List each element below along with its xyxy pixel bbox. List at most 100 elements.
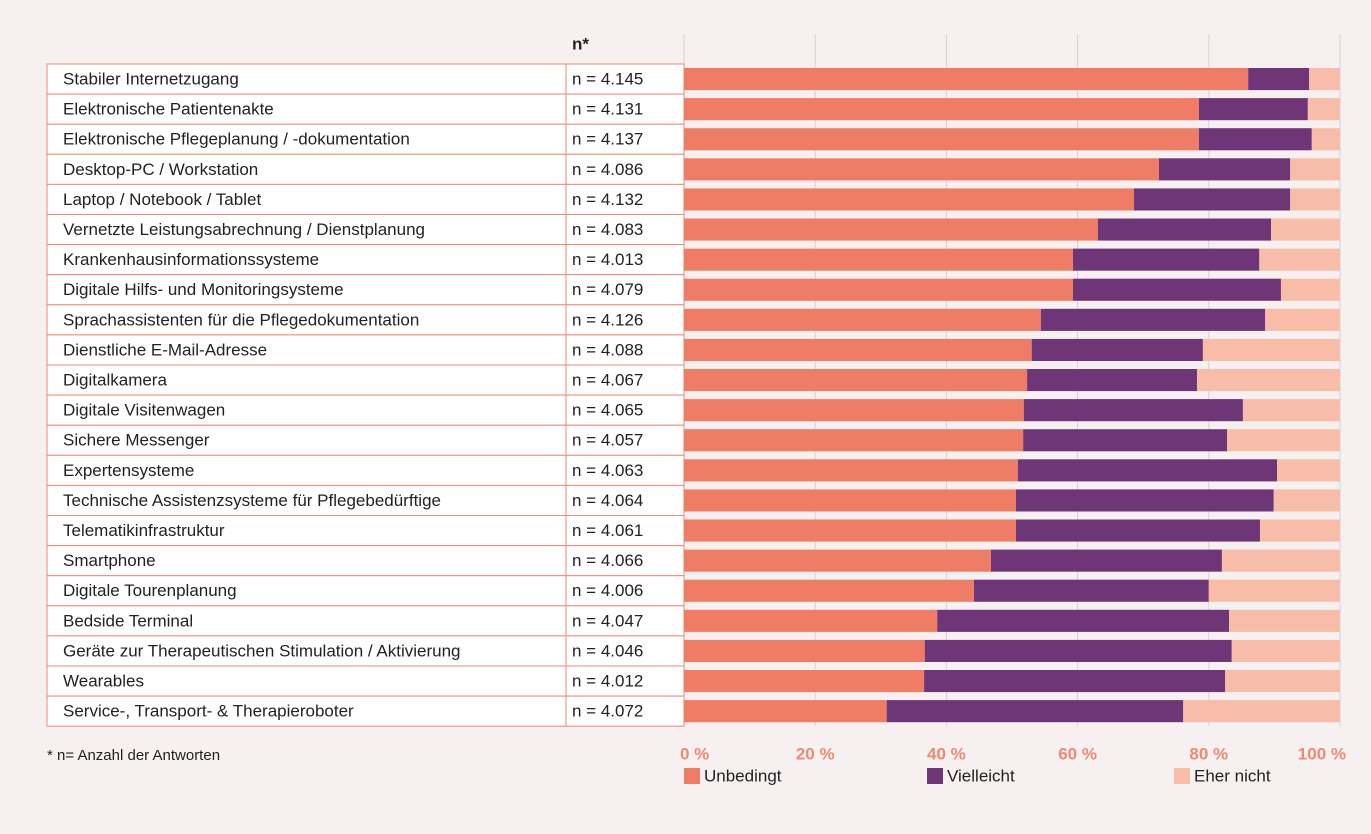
bar-segment xyxy=(1271,218,1340,241)
bar-segment xyxy=(1198,128,1312,151)
category-label: Elektronische Pflegeplanung / -dokumenta… xyxy=(63,130,410,149)
category-label: Digitalkamera xyxy=(63,371,167,390)
legend-label: Eher nicht xyxy=(1194,766,1271,785)
n-label: n = 4.145 xyxy=(572,70,643,89)
bar-segment xyxy=(1229,609,1340,632)
n-label: n = 4.131 xyxy=(572,100,643,119)
category-label: Dienstliche E-Mail-Adresse xyxy=(63,340,267,359)
bar-segment xyxy=(684,158,1159,181)
table-cell xyxy=(46,274,567,306)
bar-segment xyxy=(1198,98,1308,121)
bar-segment xyxy=(1073,248,1260,271)
bar-segment xyxy=(1017,459,1278,482)
x-tick-label: 20 % xyxy=(796,745,835,764)
table-cell xyxy=(46,244,567,276)
category-label: Smartphone xyxy=(63,551,156,570)
table-cell xyxy=(46,515,567,547)
n-label: n = 4.064 xyxy=(572,491,643,510)
x-tick-label: 0 % xyxy=(680,745,709,764)
bar-segment xyxy=(684,128,1199,151)
bar-segment xyxy=(1290,158,1340,181)
n-label: n = 4.046 xyxy=(572,641,643,660)
bar-segment xyxy=(1196,369,1340,392)
bar-segment xyxy=(684,188,1135,211)
footnote: * n= Anzahl der Antworten xyxy=(47,747,220,764)
category-label: Digitale Hilfs- und Monitoringsysteme xyxy=(63,280,344,299)
table-cell xyxy=(46,454,567,486)
x-tick-label: 40 % xyxy=(927,745,966,764)
bar-segment xyxy=(1242,399,1340,422)
bar-segment xyxy=(1221,549,1340,572)
bar-segment xyxy=(1015,489,1274,512)
bar-segment xyxy=(1097,218,1272,241)
bar-segment xyxy=(1248,68,1310,91)
bar-segment xyxy=(1273,489,1340,512)
bar-segment xyxy=(1015,519,1260,542)
n-label: n = 4.086 xyxy=(572,160,643,179)
bar-segment xyxy=(684,639,925,662)
legend-swatch xyxy=(927,768,943,784)
bar-segment xyxy=(1259,248,1340,271)
n-label: n = 4.065 xyxy=(572,401,643,420)
bar-segment xyxy=(1231,639,1340,662)
bar-segment xyxy=(1259,519,1340,542)
n-label: n = 4.088 xyxy=(572,340,643,359)
n-label: n = 4.079 xyxy=(572,280,643,299)
bar-segment xyxy=(684,278,1074,301)
bar-segment xyxy=(684,609,938,632)
table-cell xyxy=(565,123,685,155)
table-cell xyxy=(565,304,685,336)
bar-segment xyxy=(1208,579,1340,602)
category-label: Expertensysteme xyxy=(63,461,194,480)
bar-segment xyxy=(1311,128,1340,151)
category-label: Krankenhausinformationssysteme xyxy=(63,250,319,269)
bar-segment xyxy=(684,98,1199,121)
bar-segment xyxy=(684,399,1024,422)
bar-segment xyxy=(1023,429,1228,452)
bar-segment xyxy=(1134,188,1291,211)
bar-segment xyxy=(924,639,1232,662)
table-cell xyxy=(565,274,685,306)
category-label: Sichere Messenger xyxy=(63,431,210,450)
bar-segment xyxy=(1031,338,1203,361)
table-cell xyxy=(46,364,567,396)
n-label: n = 4.047 xyxy=(572,611,643,630)
table-cell xyxy=(46,304,567,336)
table-cell xyxy=(46,545,567,577)
bar-segment xyxy=(684,670,925,693)
bar-segment xyxy=(1225,670,1340,693)
n-label: n = 4.067 xyxy=(572,371,643,390)
bar-segment xyxy=(1290,188,1340,211)
bar-segment xyxy=(1309,68,1340,91)
bar-segment xyxy=(924,670,1226,693)
x-tick-label: 60 % xyxy=(1058,745,1097,764)
n-label: n = 4.057 xyxy=(572,431,643,450)
category-label: Digitale Visitenwagen xyxy=(63,401,225,420)
bar-segment xyxy=(1183,700,1340,723)
bar-segment xyxy=(1277,459,1340,482)
table-cell xyxy=(565,484,685,516)
bar-segment xyxy=(1227,429,1340,452)
bar-segment xyxy=(684,489,1016,512)
table-cell xyxy=(565,394,685,426)
bar-segment xyxy=(684,700,887,723)
bar-segment xyxy=(1023,399,1243,422)
category-label: Technische Assistenzsysteme für Pflegebe… xyxy=(63,491,441,510)
bar-segment xyxy=(973,579,1209,602)
table-cell xyxy=(565,153,685,185)
bar-segment xyxy=(684,308,1041,331)
bar-segment xyxy=(684,519,1016,542)
bar-segment xyxy=(684,68,1249,91)
n-header: n* xyxy=(572,34,589,53)
legend-swatch xyxy=(684,768,700,784)
table-cell xyxy=(565,575,685,607)
n-label: n = 4.061 xyxy=(572,521,643,540)
category-label: Desktop-PC / Workstation xyxy=(63,160,258,179)
bar-segment xyxy=(886,700,1184,723)
category-label: Telematikinfrastruktur xyxy=(63,521,225,540)
bar-segment xyxy=(1280,278,1340,301)
n-label: n = 4.083 xyxy=(572,220,643,239)
table-cell xyxy=(565,695,685,727)
n-label: n = 4.132 xyxy=(572,190,643,209)
table-cell xyxy=(565,515,685,547)
